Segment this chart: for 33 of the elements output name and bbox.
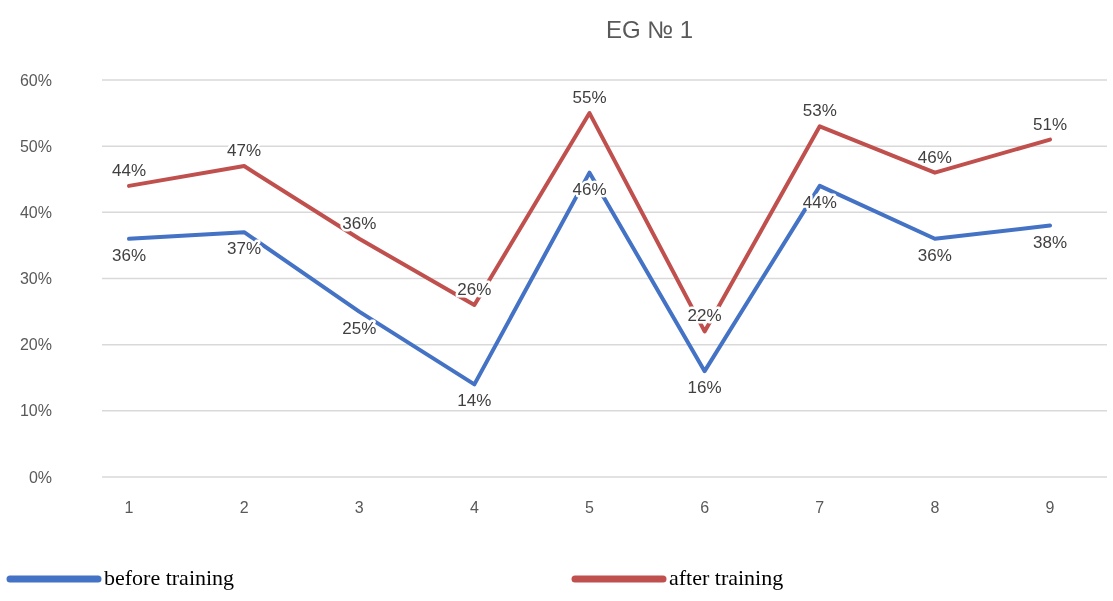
data-label: 55% <box>572 88 607 108</box>
y-tick-label: 40% <box>19 203 52 221</box>
data-label: 36% <box>342 213 377 233</box>
y-tick-label: 20% <box>19 336 52 354</box>
y-tick-label: 30% <box>19 270 52 288</box>
data-label: 14% <box>457 391 492 411</box>
chart-title: EG № 1 <box>605 16 694 43</box>
x-tick-label: 9 <box>1045 499 1055 516</box>
data-label: 46% <box>917 147 952 167</box>
y-tick-label: 60% <box>19 71 52 89</box>
data-label: 16% <box>687 378 722 398</box>
data-label: 44% <box>111 160 147 180</box>
data-label: 38% <box>1032 232 1068 252</box>
legend-label: after training <box>669 565 784 590</box>
legend-label: before training <box>104 565 235 590</box>
y-tick-label: 10% <box>19 402 52 420</box>
x-tick-label: 8 <box>930 499 940 516</box>
x-tick-label: 4 <box>469 499 479 516</box>
data-label: 36% <box>111 245 147 265</box>
data-label: 47% <box>227 141 262 161</box>
y-tick-label: 50% <box>19 137 52 155</box>
y-tick-label: 0% <box>28 468 52 486</box>
data-label: 37% <box>227 239 262 259</box>
data-label: 51% <box>1032 114 1068 134</box>
x-tick-label: 7 <box>815 499 825 516</box>
x-tick-label: 6 <box>700 499 710 516</box>
data-label: 53% <box>802 101 837 121</box>
x-tick-label: 1 <box>124 499 134 516</box>
data-label: 25% <box>342 318 377 338</box>
data-label: 36% <box>917 245 952 265</box>
x-tick-label: 3 <box>354 499 364 516</box>
x-tick-label: 2 <box>239 499 249 516</box>
x-tick-label: 5 <box>585 499 595 516</box>
